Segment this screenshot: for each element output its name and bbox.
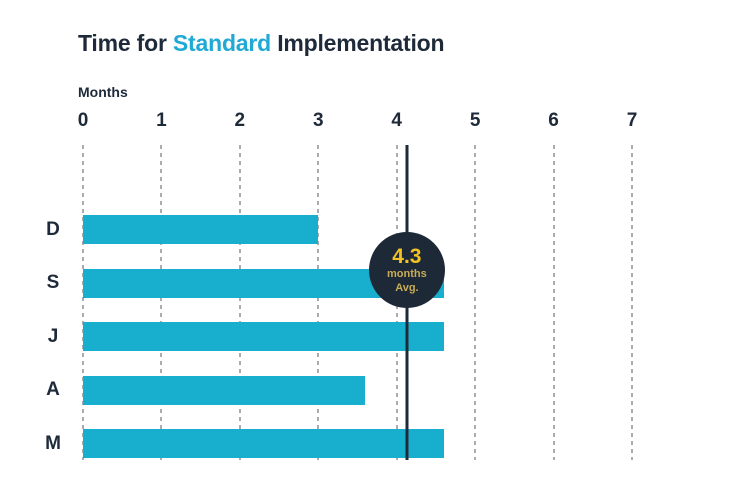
x-axis-label: Months	[78, 84, 128, 100]
y-axis-labels: D S J A M	[0, 0, 83, 501]
average-caption: Avg.	[395, 281, 419, 294]
x-tick-label: 2	[234, 110, 246, 131]
title-highlight: Standard	[172, 30, 271, 56]
gridline	[317, 145, 320, 460]
y-axis-label-S: S	[46, 272, 60, 293]
x-tick-label: 7	[626, 110, 638, 131]
gridline	[552, 145, 555, 460]
x-tick-label: 3	[312, 110, 324, 131]
title-suffix: Implementation	[271, 30, 445, 56]
x-tick-label: 1	[156, 110, 167, 131]
average-unit: months	[387, 268, 427, 281]
average-value: 4.3	[392, 245, 422, 269]
title-prefix: Time for	[78, 30, 173, 56]
bar-M	[83, 429, 444, 458]
chart-title: Time for Standard Implementation	[78, 30, 445, 56]
x-tick-label: 6	[548, 110, 559, 131]
average-badge: 4.3 months Avg.	[368, 232, 445, 308]
y-axis-label-J: J	[47, 325, 59, 347]
y-axis-label-D: D	[46, 218, 60, 240]
bar-A	[83, 375, 366, 405]
gridline	[160, 145, 163, 460]
y-axis-label-A: A	[46, 379, 60, 400]
x-axis-ticks: 0 1 2 3 4 5 6 7	[78, 110, 638, 136]
plot-area: 4.3 months Avg.	[82, 143, 633, 460]
gridline	[474, 145, 477, 460]
x-tick-label: 4	[391, 110, 402, 131]
gridline	[631, 145, 633, 460]
x-tick-label: 5	[469, 110, 481, 131]
bar-D	[83, 215, 319, 244]
x-tick-label: 0	[77, 110, 89, 131]
gridline	[82, 145, 84, 460]
y-axis-label-M: M	[45, 432, 61, 454]
gridline	[238, 145, 241, 460]
bar-J	[83, 322, 444, 351]
